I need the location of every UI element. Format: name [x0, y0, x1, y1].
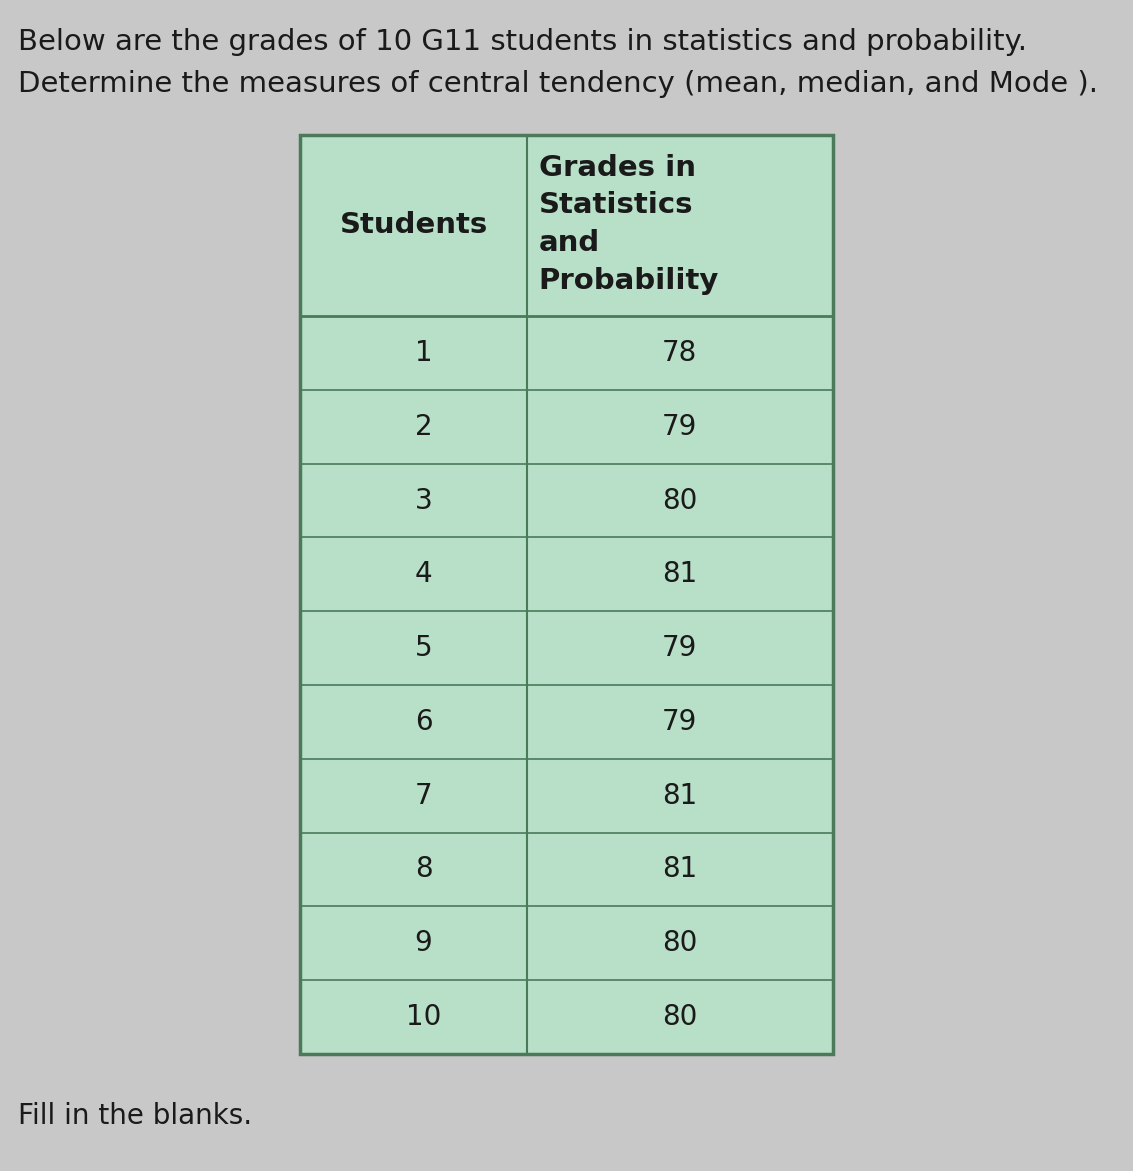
Text: 3: 3 [415, 487, 433, 514]
Text: 80: 80 [662, 1004, 698, 1030]
Text: 7: 7 [415, 782, 433, 809]
Text: 5: 5 [415, 635, 433, 662]
Text: 81: 81 [662, 561, 698, 588]
Text: 10: 10 [406, 1004, 441, 1030]
Text: Grades in: Grades in [539, 153, 696, 182]
Bar [300, 135, 833, 1054]
Text: 6: 6 [415, 708, 433, 735]
Text: Fill in the blanks.: Fill in the blanks. [18, 1102, 253, 1130]
Text: 1: 1 [415, 340, 433, 367]
Text: 79: 79 [662, 413, 698, 440]
Text: 8: 8 [415, 856, 433, 883]
Text: 81: 81 [662, 856, 698, 883]
Text: Below are the grades of 10 G11 students in statistics and probability.: Below are the grades of 10 G11 students … [18, 28, 1026, 56]
Text: and: and [539, 230, 600, 258]
Text: Determine the measures of central tendency (mean, median, and Mode ).: Determine the measures of central tenden… [18, 70, 1098, 98]
Text: Students: Students [340, 212, 487, 239]
Text: 80: 80 [662, 930, 698, 957]
Text: 78: 78 [662, 340, 698, 367]
Text: 2: 2 [415, 413, 433, 440]
Text: 79: 79 [662, 708, 698, 735]
Text: 80: 80 [662, 487, 698, 514]
Text: 4: 4 [415, 561, 433, 588]
Text: 81: 81 [662, 782, 698, 809]
Text: Probability: Probability [539, 267, 719, 295]
Text: 79: 79 [662, 635, 698, 662]
Text: Statistics: Statistics [539, 191, 693, 219]
Text: 9: 9 [415, 930, 433, 957]
